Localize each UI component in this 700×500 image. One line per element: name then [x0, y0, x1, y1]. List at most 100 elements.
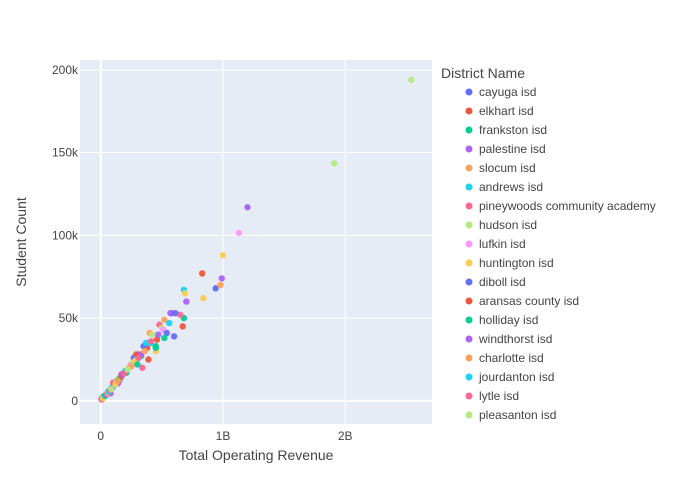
legend-label: lytle isd: [479, 389, 519, 403]
plot-background: [80, 60, 432, 424]
data-point[interactable]: [155, 331, 162, 338]
legend-item[interactable]: pleasanton isd: [465, 408, 557, 422]
legend-marker: [465, 202, 473, 210]
data-point[interactable]: [331, 160, 338, 167]
legend-item[interactable]: frankston isd: [465, 123, 548, 137]
legend-label: elkhart isd: [479, 104, 534, 118]
legend-item[interactable]: jourdanton isd: [465, 370, 555, 384]
legend-label: pleasanton isd: [479, 408, 556, 422]
legend-label: cayuga isd: [479, 85, 536, 99]
legend-marker: [465, 278, 473, 286]
legend-item[interactable]: slocum isd: [465, 161, 536, 175]
data-point[interactable]: [212, 285, 219, 292]
data-point[interactable]: [142, 339, 150, 347]
data-point[interactable]: [153, 336, 161, 343]
legend-item[interactable]: diboll isd: [465, 275, 526, 289]
legend-label: diboll isd: [479, 275, 526, 289]
data-points: [98, 76, 415, 403]
legend-marker: [465, 221, 473, 229]
legend-marker: [465, 126, 473, 134]
data-point[interactable]: [163, 329, 170, 337]
data-point[interactable]: [177, 311, 184, 318]
data-point[interactable]: [135, 354, 142, 362]
data-point[interactable]: [167, 309, 174, 317]
legend-marker: [465, 183, 473, 191]
legend-item[interactable]: windthorst isd: [465, 332, 553, 346]
data-point[interactable]: [199, 270, 206, 277]
data-point[interactable]: [141, 348, 148, 355]
legend-item[interactable]: palestine isd: [465, 142, 546, 156]
legend-item[interactable]: elkhart isd: [465, 104, 534, 118]
legend-marker: [465, 354, 473, 362]
y-tick-label: 50k: [59, 311, 79, 325]
legend-item[interactable]: lufkin isd: [465, 237, 526, 251]
x-tick-label: 0: [97, 429, 104, 443]
data-point[interactable]: [408, 76, 415, 84]
data-point[interactable]: [152, 344, 159, 352]
data-point[interactable]: [183, 298, 190, 305]
data-point[interactable]: [120, 370, 128, 377]
legend-label: jourdanton isd: [478, 370, 554, 384]
x-axis-title: Total Operating Revenue: [179, 447, 334, 463]
legend-marker: [465, 259, 473, 267]
y-tick-label: 0: [71, 394, 78, 408]
legend-title: District Name: [441, 65, 525, 81]
y-axis-title: Student Count: [13, 197, 29, 287]
data-point[interactable]: [161, 316, 168, 323]
data-point[interactable]: [218, 275, 225, 282]
x-tick-label: 2B: [338, 429, 353, 443]
legend-item[interactable]: hudson isd: [465, 218, 538, 232]
legend-marker: [465, 392, 473, 400]
data-point[interactable]: [217, 281, 224, 289]
legend-label: hudson isd: [479, 218, 537, 232]
legend-item[interactable]: lytle isd: [465, 389, 520, 403]
legend-item[interactable]: pineywoods community academy: [465, 199, 656, 213]
data-point[interactable]: [172, 309, 179, 317]
data-point[interactable]: [139, 364, 146, 371]
data-point[interactable]: [235, 229, 243, 237]
y-tick-labels: 0 50k 100k 150k 200k: [52, 63, 79, 408]
data-point[interactable]: [114, 377, 122, 385]
legend-label: pineywoods community academy: [479, 199, 656, 213]
legend-marker: [465, 373, 473, 381]
legend-label: holliday isd: [479, 313, 538, 327]
legend-label: palestine isd: [479, 142, 546, 156]
y-tick-label: 200k: [52, 63, 79, 77]
data-point[interactable]: [181, 290, 189, 297]
legend-item[interactable]: charlotte isd: [465, 351, 544, 365]
legend-item[interactable]: aransas county isd: [465, 294, 580, 308]
data-point[interactable]: [244, 204, 251, 211]
legend-marker: [465, 107, 473, 115]
x-tick-label: 1B: [216, 429, 231, 443]
data-point[interactable]: [166, 319, 173, 327]
legend-marker: [465, 88, 473, 96]
data-point[interactable]: [179, 323, 186, 330]
y-tick-label: 150k: [52, 146, 79, 160]
legend-item[interactable]: holliday isd: [465, 313, 539, 327]
data-point[interactable]: [161, 334, 168, 342]
legend-item[interactable]: andrews isd: [465, 180, 544, 194]
legend-marker: [465, 164, 473, 172]
legend-marker: [465, 335, 473, 343]
legend-marker: [465, 297, 473, 305]
data-point[interactable]: [200, 295, 207, 302]
x-tick-labels: 0 1B 2B: [97, 429, 352, 443]
grid-lines: [80, 60, 432, 424]
legend-label: andrews isd: [479, 180, 543, 194]
legend-marker: [465, 240, 473, 248]
data-point[interactable]: [145, 356, 152, 363]
data-point[interactable]: [170, 333, 178, 340]
data-point[interactable]: [148, 331, 156, 338]
data-point[interactable]: [107, 386, 115, 393]
legend-marker: [465, 316, 473, 324]
data-point[interactable]: [219, 252, 227, 259]
legend-label: huntington isd: [479, 256, 554, 270]
data-point[interactable]: [124, 366, 131, 373]
data-point[interactable]: [147, 338, 155, 345]
legend-item[interactable]: cayuga isd: [465, 85, 537, 99]
legend-item[interactable]: huntington isd: [465, 256, 554, 270]
legend-label: slocum isd: [479, 161, 536, 175]
data-point[interactable]: [134, 361, 141, 368]
legend[interactable]: cayuga isd elkhart isd frankston isd palest…: [465, 85, 656, 422]
